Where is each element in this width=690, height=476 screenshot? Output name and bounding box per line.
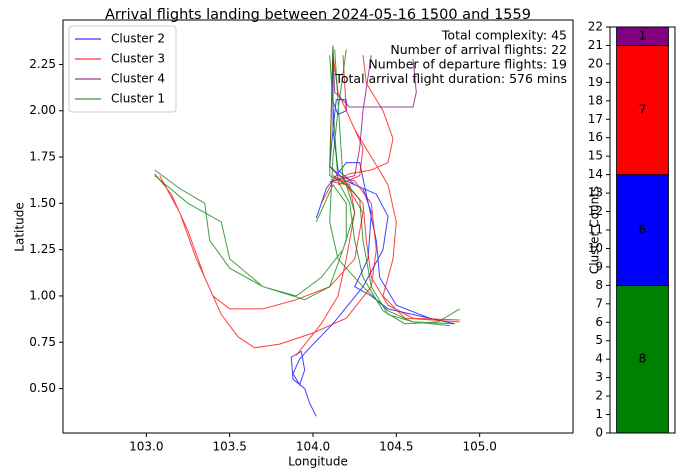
y-tick-label: 7 xyxy=(595,296,603,310)
chart-title: Arrival flights landing between 2024-05-… xyxy=(105,7,531,23)
flight-track xyxy=(290,45,455,417)
legend-label: Cluster 2 xyxy=(111,32,165,46)
y-tick-label: 2.25 xyxy=(29,57,56,71)
y-tick-label: 19 xyxy=(588,75,603,89)
legend-label: Cluster 4 xyxy=(111,72,165,86)
x-tick-label: 103.5 xyxy=(212,440,246,454)
y-tick-label: 6 xyxy=(595,315,603,329)
annotation: Total complexity: 45 xyxy=(441,28,567,43)
bar-segment xyxy=(616,45,669,176)
y-tick-label: 2 xyxy=(595,389,603,403)
y-tick-label: 15 xyxy=(588,149,603,163)
y-tick-label: 18 xyxy=(588,93,603,107)
y-tick-label: 1.75 xyxy=(29,150,56,164)
bar-segment xyxy=(616,174,669,286)
plot-frame xyxy=(609,26,676,434)
y-tick-label: 1 xyxy=(595,407,603,421)
plot-frame xyxy=(62,19,574,434)
y-axis-label: Latitude xyxy=(13,202,27,251)
y-axis-label: Cluster Counts xyxy=(588,186,602,274)
y-tick-label: 21 xyxy=(588,38,603,52)
y-tick-label: 8 xyxy=(595,278,603,292)
y-tick-label: 0.75 xyxy=(29,335,56,349)
y-tick-label: 22 xyxy=(588,20,603,34)
y-tick-label: 11 xyxy=(588,223,603,237)
y-tick-label: 17 xyxy=(588,112,603,126)
x-tick-label: 104.5 xyxy=(379,440,413,454)
bar-value-label: 6 xyxy=(639,222,647,237)
y-tick-label: 12 xyxy=(588,204,603,218)
legend-label: Cluster 1 xyxy=(111,92,165,106)
y-tick-label: 9 xyxy=(595,259,603,273)
y-tick-label: 4 xyxy=(595,352,603,366)
y-tick-label: 1.25 xyxy=(29,242,56,256)
legend-box xyxy=(68,25,177,113)
x-axis-label: Longitude xyxy=(288,455,348,469)
bar-value-label: 1 xyxy=(639,28,647,43)
y-tick-label: 2.00 xyxy=(29,103,56,117)
flight-track xyxy=(154,45,460,327)
x-tick-label: 103.0 xyxy=(129,440,163,454)
annotation: Number of departure flights: 19 xyxy=(368,57,567,72)
annotation: Total arrival flight duration: 576 mins xyxy=(334,71,567,86)
y-tick-label: 20 xyxy=(588,56,603,70)
y-tick-label: 5 xyxy=(595,333,603,347)
legend-label: Cluster 3 xyxy=(111,52,165,66)
bar-segment xyxy=(616,284,669,434)
y-tick-label: 0 xyxy=(595,426,603,440)
bar-value-label: 8 xyxy=(639,351,647,366)
y-tick-label: 1.00 xyxy=(29,288,56,302)
flight-track xyxy=(332,49,417,182)
y-tick-label: 0.50 xyxy=(29,381,56,395)
x-tick-label: 105.0 xyxy=(462,440,496,454)
annotation: Number of arrival flights: 22 xyxy=(390,42,567,57)
y-tick-label: 13 xyxy=(588,186,603,200)
bar-value-label: 7 xyxy=(639,102,647,117)
y-tick-label: 10 xyxy=(588,241,603,255)
y-tick-label: 16 xyxy=(588,130,603,144)
y-tick-label: 3 xyxy=(595,370,603,384)
y-tick-label: 1.50 xyxy=(29,196,56,210)
y-tick-label: 14 xyxy=(588,167,603,181)
flight-track xyxy=(154,45,460,356)
x-tick-label: 104.0 xyxy=(296,440,330,454)
